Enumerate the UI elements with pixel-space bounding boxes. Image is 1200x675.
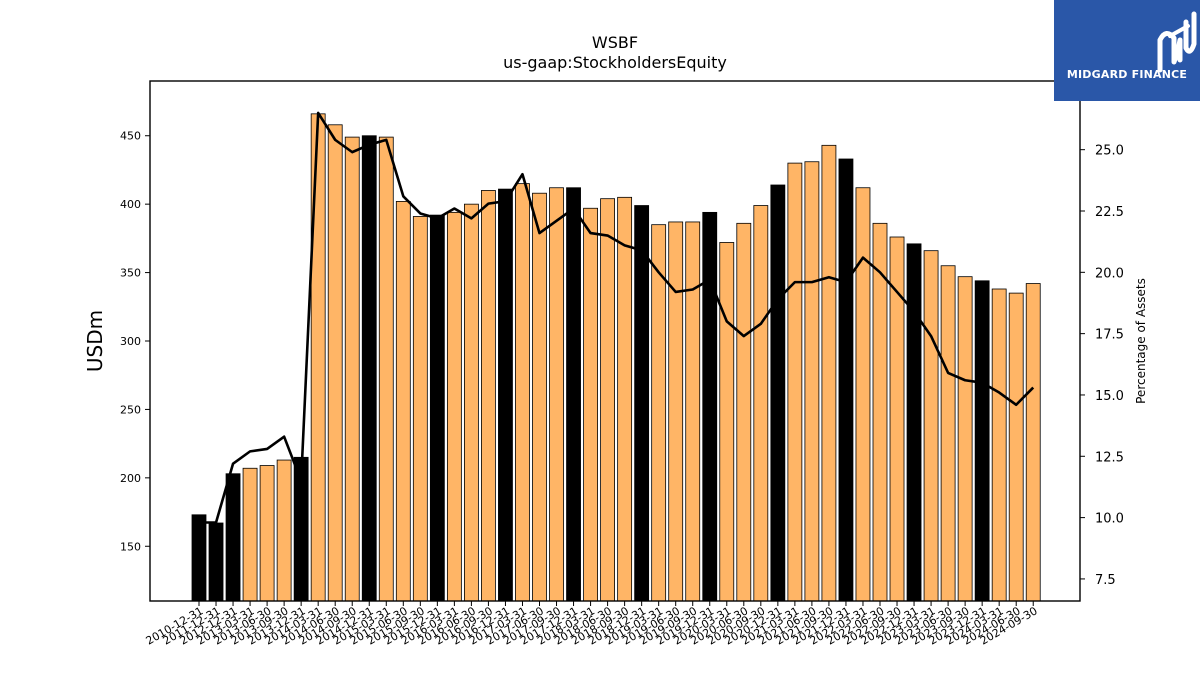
- bar-2018-12-31: [634, 205, 650, 602]
- x-axis: 2010-12-312011-12-312012-12-312013-03-31…: [144, 601, 1040, 648]
- left-y-tick-label: 200: [120, 472, 141, 485]
- bar-series: [191, 113, 1041, 602]
- right-y-tick-label: 15.0: [1095, 389, 1124, 404]
- bar-2013-09-30: [276, 459, 292, 602]
- bar-2024-06-30: [1008, 292, 1024, 602]
- left-y-tick-label: 150: [120, 540, 141, 553]
- bar-2019-12-31: [702, 211, 718, 602]
- right-y-tick-label: 12.5: [1095, 450, 1124, 465]
- bar-2014-12-31: [361, 135, 377, 602]
- bar-2021-09-30: [821, 144, 837, 602]
- brand-name: MIDGARD FINANCE: [1066, 68, 1188, 81]
- bar-2022-06-30: [872, 222, 888, 602]
- bar-2020-12-31: [770, 184, 786, 602]
- bar-2023-03-31: [923, 250, 939, 602]
- bar-2015-12-31: [429, 214, 445, 602]
- left-y-tick-label: 350: [120, 267, 141, 280]
- bar-2022-12-31: [906, 243, 922, 602]
- bar-2017-03-31: [515, 183, 530, 602]
- right-y-tick-label: 20.0: [1095, 266, 1124, 281]
- left-y-tick-label: 300: [120, 335, 141, 348]
- bar-2014-06-30: [327, 124, 343, 602]
- bar-2017-09-30: [549, 187, 564, 602]
- bar-2022-03-31: [855, 187, 871, 602]
- percentage-line-series: [199, 111, 1035, 524]
- right-y-axis-label: Percentage of Assets: [1134, 278, 1148, 404]
- bar-2016-03-31: [446, 211, 462, 602]
- left-y-axis: 150 200 250 300 350 400 450: [120, 130, 150, 553]
- bar-2021-03-31: [787, 162, 803, 602]
- bar-2023-09-30: [957, 276, 973, 602]
- bar-2020-03-31: [719, 242, 735, 602]
- chart-title: WSBF: [592, 33, 638, 52]
- bar-2019-03-31: [651, 224, 667, 602]
- bar-2017-12-31: [566, 187, 581, 602]
- right-y-tick-label: 22.5: [1095, 205, 1124, 220]
- bar-2015-03-31: [378, 136, 394, 602]
- bar-2023-12-31: [974, 280, 990, 602]
- bar-2018-09-30: [617, 196, 633, 602]
- bar-2014-03-31: [310, 113, 326, 602]
- bar-2024-09-30: [1025, 283, 1041, 602]
- percentage-of-assets-line: [199, 111, 1035, 524]
- bar-2019-06-30: [668, 221, 684, 602]
- bar-2023-06-30: [940, 265, 956, 602]
- bar-2013-06-30: [259, 465, 275, 602]
- left-y-tick-label: 400: [120, 198, 141, 211]
- bar-2021-12-31: [838, 158, 854, 602]
- brand-logo-icon: [1157, 11, 1197, 73]
- left-y-axis-label: USDm: [83, 310, 107, 372]
- right-y-tick-label: 7.5: [1095, 573, 1116, 588]
- right-y-tick-label: 25.0: [1095, 144, 1124, 159]
- bar-2019-09-30: [685, 221, 701, 602]
- right-y-tick-label: 10.0: [1095, 512, 1124, 527]
- brand-logo: MIDGARD FINANCE: [1054, 0, 1200, 101]
- bar-2010-12-31: [191, 514, 207, 602]
- right-y-axis: 7.5 10.0 12.5 15.0 17.5 20.0 22.5 25.0: [1080, 144, 1124, 588]
- bar-2016-09-30: [481, 190, 496, 602]
- bar-2020-06-30: [736, 222, 752, 602]
- chart-subtitle: us-gaap:StockholdersEquity: [503, 53, 727, 72]
- bar-2012-12-31: [225, 473, 241, 602]
- bar-2021-06-30: [804, 161, 820, 602]
- bar-2017-06-30: [532, 192, 547, 602]
- left-y-tick-label: 450: [120, 130, 141, 143]
- bar-2018-03-31: [583, 207, 598, 602]
- bar-2015-09-30: [412, 216, 428, 602]
- left-y-tick-label: 250: [120, 403, 141, 416]
- bar-2016-12-31: [498, 188, 513, 602]
- bar-2024-03-31: [991, 288, 1007, 602]
- bar-2018-06-30: [600, 198, 615, 602]
- bar-2011-12-31: [208, 522, 224, 602]
- right-y-tick-label: 17.5: [1095, 328, 1124, 343]
- bar-2014-09-30: [344, 136, 360, 602]
- bar-2013-03-31: [242, 467, 258, 602]
- bar-2016-06-30: [463, 203, 479, 602]
- bar-2015-06-30: [395, 201, 411, 602]
- bar-2020-09-30: [753, 205, 769, 602]
